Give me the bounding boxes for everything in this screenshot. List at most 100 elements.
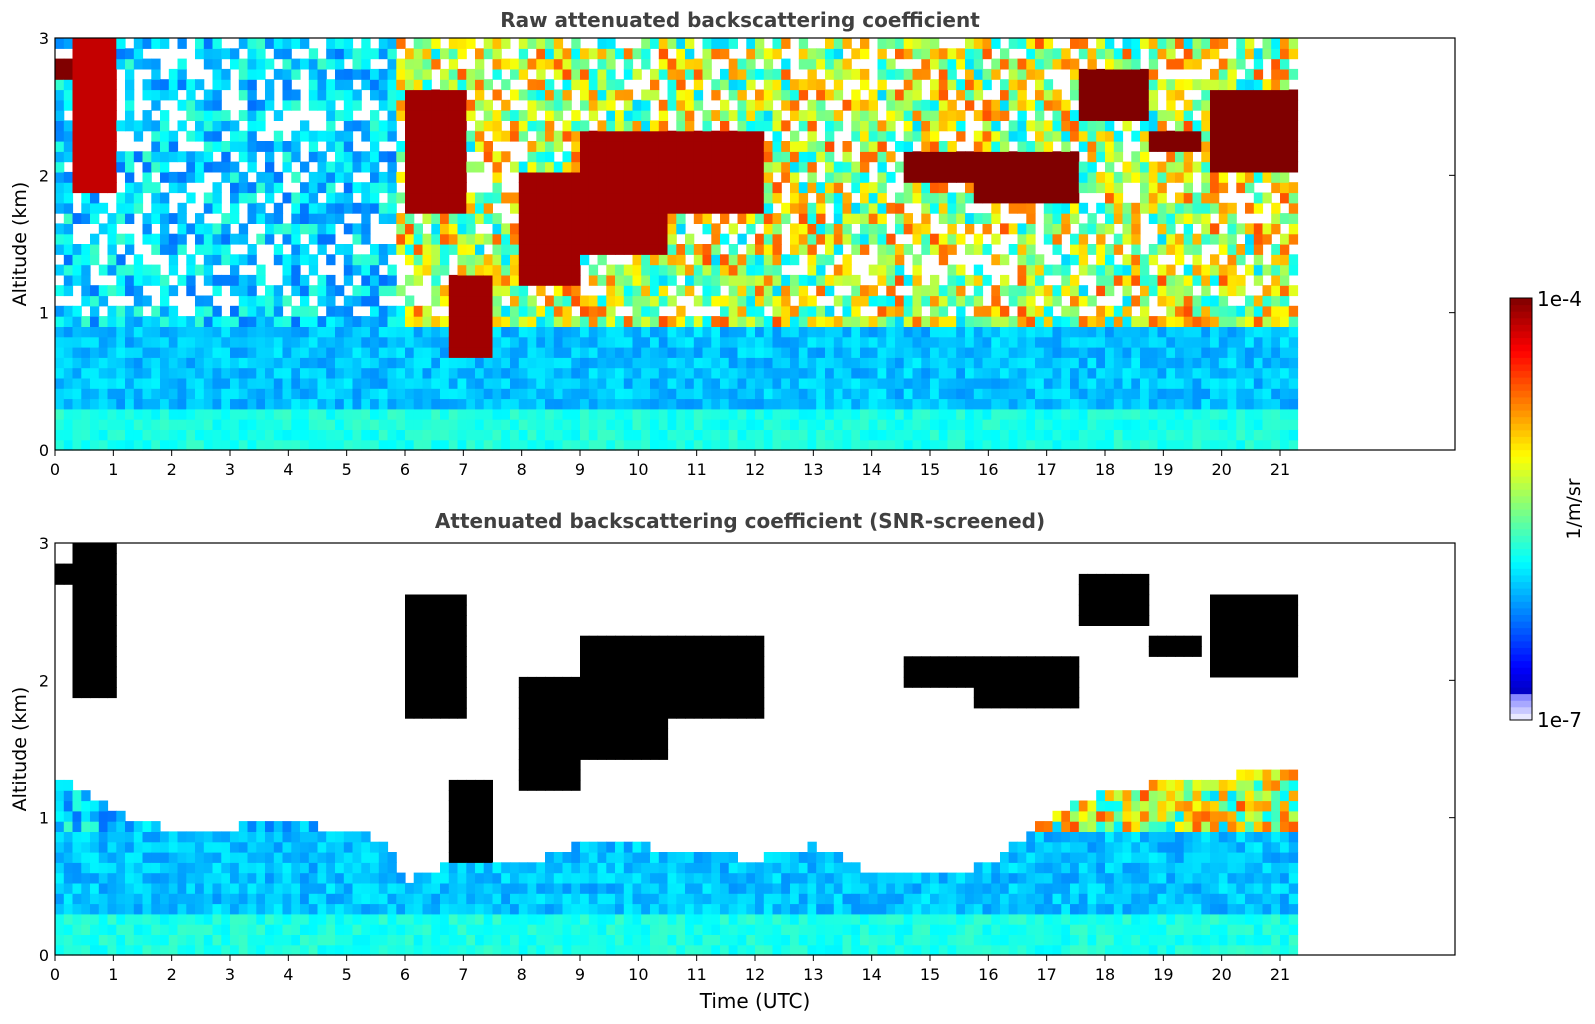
- heat-cell: [720, 296, 729, 307]
- heat-cell: [1000, 429, 1009, 440]
- heat-cell: [1131, 378, 1140, 389]
- heat-cell: [379, 90, 388, 101]
- heat-cell: [396, 38, 405, 49]
- heat-cell: [81, 904, 90, 915]
- heat-cell: [764, 223, 773, 234]
- heat-cell: [703, 296, 712, 307]
- heat-cell: [1026, 275, 1035, 286]
- heat-cell: [195, 151, 204, 162]
- heat-cell: [388, 357, 397, 368]
- heat-cell: [563, 399, 572, 410]
- heat-cell: [720, 100, 729, 111]
- heat-cell: [729, 131, 738, 142]
- heat-cell: [1061, 368, 1070, 379]
- heat-cell: [948, 223, 957, 234]
- heat-cell: [440, 223, 449, 234]
- heat-cell: [860, 357, 869, 368]
- heat-cell: [81, 285, 90, 296]
- heat-cell: [213, 419, 222, 430]
- heat-cell: [1201, 285, 1210, 296]
- heat-cell: [851, 285, 860, 296]
- heat-cell: [1009, 244, 1018, 255]
- heat-cell: [641, 254, 650, 265]
- heat-cell: [1175, 79, 1184, 90]
- heat-cell: [685, 275, 694, 286]
- heat-cell: [1070, 244, 1079, 255]
- heat-cell: [501, 306, 510, 317]
- heat-cell: [458, 326, 467, 337]
- heat-cell: [878, 120, 887, 131]
- heat-cell: [843, 59, 852, 70]
- heat-cell: [1184, 110, 1193, 121]
- heat-cell: [1289, 69, 1298, 80]
- heat-cell: [414, 100, 423, 111]
- heat-cell: [1263, 388, 1272, 399]
- heat-cell: [1271, 38, 1280, 49]
- heat-cell: [1210, 399, 1219, 410]
- heat-cell: [493, 254, 502, 265]
- heat-cell: [125, 244, 134, 255]
- heat-cell: [326, 172, 335, 183]
- heat-cell: [90, 687, 99, 698]
- heat-cell: [606, 275, 615, 286]
- heat-cell: [764, 337, 773, 348]
- heat-cell: [501, 419, 510, 430]
- heat-cell: [230, 131, 239, 142]
- heat-cell: [808, 296, 817, 307]
- heat-cell: [493, 162, 502, 173]
- heat-cell: [694, 316, 703, 327]
- heat-cell: [633, 409, 642, 420]
- heat-cell: [1061, 265, 1070, 276]
- heat-cell: [405, 388, 414, 399]
- heat-cell: [528, 357, 537, 368]
- heat-cell: [790, 285, 799, 296]
- heat-cell: [755, 399, 764, 410]
- heat-cell: [886, 172, 895, 183]
- heat-cell: [239, 110, 248, 121]
- heat-cell: [580, 347, 589, 358]
- heat-cell: [571, 326, 580, 337]
- heat-cell: [1000, 440, 1009, 451]
- heat-cell: [799, 378, 808, 389]
- heat-cell: [169, 357, 178, 368]
- heat-cell: [1245, 234, 1254, 245]
- heat-cell: [755, 296, 764, 307]
- heat-cell: [991, 306, 1000, 317]
- heat-cell: [143, 162, 152, 173]
- heat-cell: [615, 120, 624, 131]
- heat-cell: [431, 48, 440, 59]
- heat-cell: [991, 100, 1000, 111]
- heat-cell: [116, 203, 125, 214]
- heat-cell: [1000, 275, 1009, 286]
- heat-cell: [379, 429, 388, 440]
- heat-cell: [221, 368, 230, 379]
- heat-cell: [886, 347, 895, 358]
- heat-cell: [1018, 378, 1027, 389]
- heat-cell: [466, 141, 475, 152]
- heat-cell: [90, 419, 99, 430]
- heat-cell: [274, 409, 283, 420]
- heat-cell: [1236, 141, 1245, 152]
- heat-cell: [685, 368, 694, 379]
- heat-cell: [510, 347, 519, 358]
- heat-cell: [90, 254, 99, 265]
- heat-cell: [781, 162, 790, 173]
- heat-cell: [974, 110, 983, 121]
- heat-cell: [73, 605, 82, 616]
- heat-cell: [1289, 151, 1298, 162]
- heat-cell: [659, 193, 668, 204]
- heat-cell: [195, 48, 204, 59]
- heat-cell: [458, 254, 467, 265]
- heat-cell: [764, 234, 773, 245]
- heat-cell: [213, 193, 222, 204]
- heat-cell: [1088, 48, 1097, 59]
- heat-cell: [449, 357, 458, 368]
- heat-cell: [423, 419, 432, 430]
- heat-cell: [633, 347, 642, 358]
- heat-cell: [449, 48, 458, 59]
- heat-cell: [493, 326, 502, 337]
- heat-cell: [221, 326, 230, 337]
- heat-cell: [309, 193, 318, 204]
- heat-cell: [624, 409, 633, 420]
- heat-cell: [755, 162, 764, 173]
